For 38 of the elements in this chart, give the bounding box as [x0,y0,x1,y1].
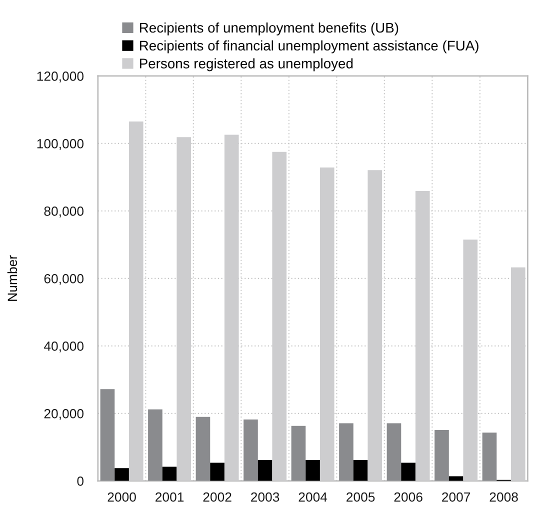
bar [148,409,162,481]
bar [196,416,210,481]
bar [482,432,497,481]
bar [291,426,306,481]
legend-label: Persons registered as unemployed [140,58,353,72]
bar [353,460,368,481]
x-tick-label: 2006 [394,492,422,502]
y-tick-label: 100,000 [37,139,84,150]
x-tick-label: 2000 [108,492,136,502]
x-tick-label: 2004 [298,492,328,502]
x-tick-label: 2005 [346,492,375,502]
y-tick-label: 20,000 [44,409,84,420]
bar [386,423,402,481]
legend-label: Recipients of financial unemployment assistance (FUA) [140,40,478,54]
bar [339,423,354,481]
bar [162,466,177,481]
bar [401,462,416,481]
x-tick-label: 2002 [203,492,232,502]
x-tick-label: 2003 [251,492,280,502]
bar [210,462,224,481]
y-tick-label: 0 [77,476,84,486]
y-tick-label: 80,000 [44,206,84,218]
bar [448,476,464,481]
bar [100,389,115,481]
bar [510,267,526,481]
bar [258,460,272,481]
bar [306,460,320,481]
y-tick-label: 40,000 [44,342,84,352]
x-tick-label: 2001 [156,492,184,502]
x-tick-label: 2007 [442,492,470,502]
bar [434,430,449,481]
y-tick-label: 60,000 [44,274,84,285]
bar [114,468,129,481]
bar [244,420,258,481]
legend-label: Recipients of unemployment benefits (UB) [140,22,398,36]
y-axis-title: Number [7,255,18,301]
y-tick-label: 120,000 [37,72,84,82]
x-tick-label: 2008 [490,492,518,502]
